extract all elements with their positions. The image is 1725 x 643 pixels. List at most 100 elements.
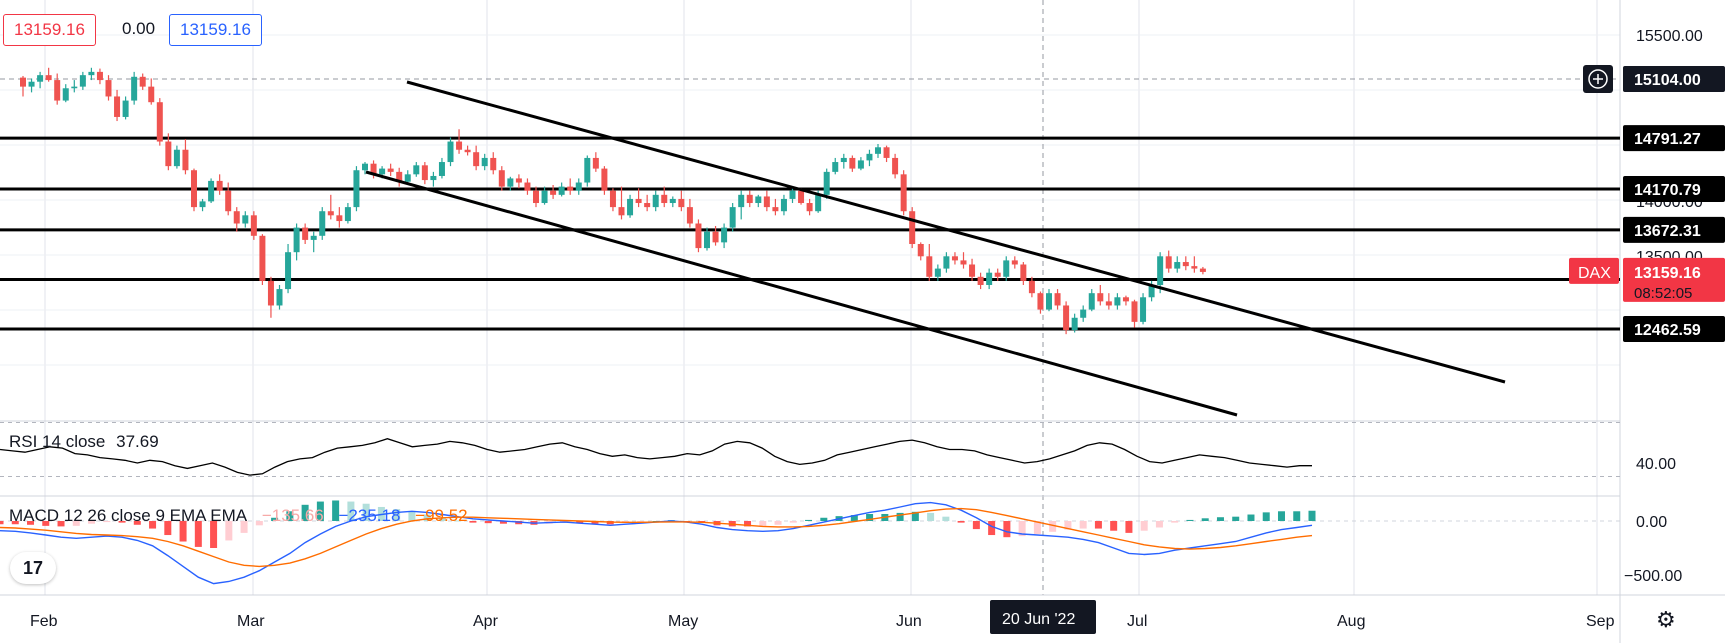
channel-line[interactable]: [365, 170, 1238, 417]
rsi-legend[interactable]: RSI 14 close 37.69: [9, 432, 159, 452]
macd-legend[interactable]: MACD 12 26 close 9 EMA EMA −135.66 −235.…: [9, 506, 478, 526]
macd-histogram-bar: [1262, 512, 1270, 521]
candle-body: [1054, 293, 1061, 306]
candle-body: [71, 86, 78, 89]
macd-histogram-bar: [1033, 521, 1041, 534]
candle-body: [934, 268, 941, 277]
candle-body: [1088, 293, 1095, 310]
candle-body: [267, 280, 274, 306]
candle-body: [293, 227, 300, 253]
candle-body: [1114, 297, 1121, 306]
macd-histogram-bar: [11, 521, 19, 525]
signal-line: [0, 507, 1313, 568]
time-axis-label: Mar: [237, 613, 265, 630]
macd-histogram-bar: [362, 503, 370, 521]
macd-histogram-bar: [774, 521, 782, 525]
macd-histogram-bar: [957, 521, 965, 523]
candle-body: [721, 227, 728, 243]
trend-channel[interactable]: [365, 80, 1506, 417]
macd-histogram-bar: [149, 521, 157, 529]
candle-body: [609, 190, 616, 208]
candle-body: [1071, 317, 1078, 331]
candle-body: [1063, 305, 1070, 331]
gear-icon[interactable]: ⚙: [1656, 607, 1676, 632]
macd-histogram-bar: [805, 519, 813, 521]
candle-body: [661, 194, 668, 204]
candle-body: [969, 264, 976, 277]
macd-histogram-bar: [744, 521, 752, 527]
candle-body: [464, 149, 471, 153]
candles: [20, 67, 1206, 335]
price-axis[interactable]: 15500.0014500.0014000.0013500.0015104.00…: [1569, 28, 1725, 585]
rsi-legend-title: RSI 14 close: [9, 432, 106, 451]
macd-histogram-bar: [1155, 521, 1163, 528]
macd-histogram-bar: [1277, 511, 1285, 521]
candle-body: [575, 182, 582, 191]
candle-body: [344, 207, 351, 222]
candle-body: [627, 198, 634, 216]
macd-line-value: −235.18: [338, 506, 401, 525]
candle-body: [216, 180, 223, 191]
candle-body: [276, 289, 283, 306]
candle-body: [635, 198, 642, 204]
macd-histogram-bar: [1293, 511, 1301, 521]
time-axis-label: May: [668, 613, 698, 630]
candle-body: [62, 88, 69, 101]
macd-histogram-bar: [896, 512, 904, 521]
macd-histogram-bar: [1125, 521, 1133, 533]
candle-body: [421, 165, 428, 181]
crosshair-price-tag: 15104.00: [1634, 72, 1701, 89]
macd-hist-value: −135.66: [261, 506, 324, 525]
candle-body: [396, 171, 403, 182]
candle-body: [1080, 309, 1087, 318]
candle-body: [686, 207, 693, 224]
current-price-tag: 13159.16: [1634, 265, 1701, 282]
time-axis[interactable]: Feb Mar Apr May Jun Jul Aug Sep 20 Jun '22: [30, 600, 1615, 634]
macd-histogram-bar: [469, 521, 477, 523]
macd-histogram-bar: [789, 521, 797, 523]
candle-body: [798, 190, 805, 204]
candle-body: [148, 86, 155, 103]
crosshair-date-tag: 20 Jun '22: [1002, 611, 1075, 628]
candle-body: [430, 175, 437, 181]
rsi-pane: [0, 422, 1620, 477]
macd-histogram-bar: [164, 521, 172, 536]
candle-body: [926, 256, 933, 277]
price-axis-tick: 15500.00: [1636, 28, 1703, 45]
plus-circle-icon[interactable]: [1583, 65, 1613, 93]
candle-body: [584, 157, 591, 183]
candle-body: [336, 215, 343, 222]
symbol-tag: DAX: [1578, 265, 1611, 282]
candle-body: [815, 194, 822, 212]
macd-histogram-bar: [438, 517, 446, 521]
macd-histogram-bar: [423, 514, 431, 521]
candle-body: [960, 260, 967, 265]
candle-body: [849, 157, 856, 169]
level-price-tag: 12462.59: [1634, 322, 1701, 339]
candle-body: [1157, 256, 1164, 285]
candle-body: [96, 71, 103, 81]
macd-histogram-bar: [484, 521, 492, 524]
candle-body: [652, 194, 659, 208]
time-axis-label: Jul: [1127, 613, 1147, 630]
macd-histogram-bar: [942, 516, 950, 521]
macd-histogram-bar: [637, 521, 645, 522]
macd-histogram-bar: [1094, 521, 1102, 529]
candle-body: [618, 207, 625, 216]
macd-histogram-bar: [1079, 521, 1087, 529]
candle-body: [259, 235, 266, 281]
level-price-tag-bg: [1623, 125, 1725, 152]
candle-body: [139, 76, 146, 87]
candle-body: [387, 168, 394, 172]
candle-body: [772, 207, 779, 212]
channel-line[interactable]: [406, 80, 1506, 384]
macd-histogram-bar: [1110, 521, 1118, 531]
tradingview-logo-icon[interactable]: 17: [10, 552, 56, 584]
candle-body: [917, 243, 924, 257]
horizontal-levels[interactable]: [0, 136, 1620, 331]
last-price-badge: 13159.16: [3, 14, 96, 46]
candle-body: [832, 162, 839, 172]
candle-body: [191, 170, 197, 208]
candle-body: [1122, 297, 1129, 302]
